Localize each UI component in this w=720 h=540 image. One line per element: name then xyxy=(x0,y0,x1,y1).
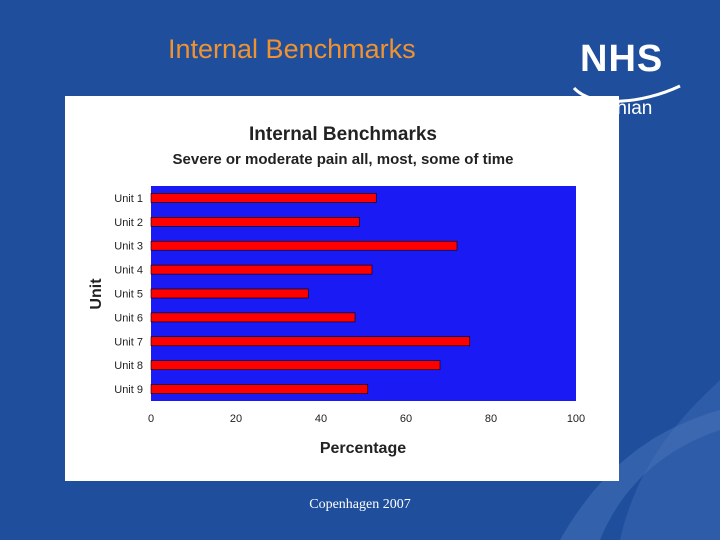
bar xyxy=(150,384,369,394)
x-tick-label: 20 xyxy=(230,413,242,425)
y-tick-label: Unit 7 xyxy=(114,336,143,348)
x-axis-label: Percentage xyxy=(320,440,406,457)
y-tick-label: Unit 9 xyxy=(114,384,143,396)
chart-title: Internal Benchmarks xyxy=(249,124,437,145)
y-axis-label: Unit xyxy=(88,278,105,310)
x-tick-label: 40 xyxy=(315,413,327,425)
nhs-logo: NHS Lothian xyxy=(568,38,688,122)
logo-swirl-icon xyxy=(572,84,681,103)
y-tick-label: Unit 3 xyxy=(114,241,143,253)
bar xyxy=(150,193,377,203)
x-tick-label: 0 xyxy=(148,413,154,425)
bar-chart: Internal Benchmarks Severe or moderate p… xyxy=(88,124,585,457)
x-tick-label: 80 xyxy=(485,413,497,425)
bar xyxy=(150,288,309,299)
slide-title: Internal Benchmarks xyxy=(168,34,416,64)
chart-subtitle: Severe or moderate pain all, most, some … xyxy=(173,151,514,168)
logo-nhs-text: NHS xyxy=(580,38,664,80)
x-tick-label: 100 xyxy=(567,413,585,425)
y-tick-label: Unit 8 xyxy=(114,360,143,372)
bar xyxy=(150,264,373,275)
y-tick-label: Unit 4 xyxy=(114,265,143,277)
chart-panel: Internal Benchmarks Severe or moderate p… xyxy=(65,96,619,481)
bar xyxy=(150,336,471,347)
bar xyxy=(150,240,458,251)
y-tick-label: Unit 1 xyxy=(114,193,143,205)
x-tick-label: 60 xyxy=(400,413,412,425)
y-tick-label: Unit 5 xyxy=(114,289,143,301)
bar xyxy=(150,312,356,323)
bar xyxy=(150,217,360,227)
bar xyxy=(150,360,441,370)
y-tick-label: Unit 6 xyxy=(114,312,143,324)
footer-text: Copenhagen 2007 xyxy=(309,497,411,512)
y-tick-label: Unit 2 xyxy=(114,217,143,229)
